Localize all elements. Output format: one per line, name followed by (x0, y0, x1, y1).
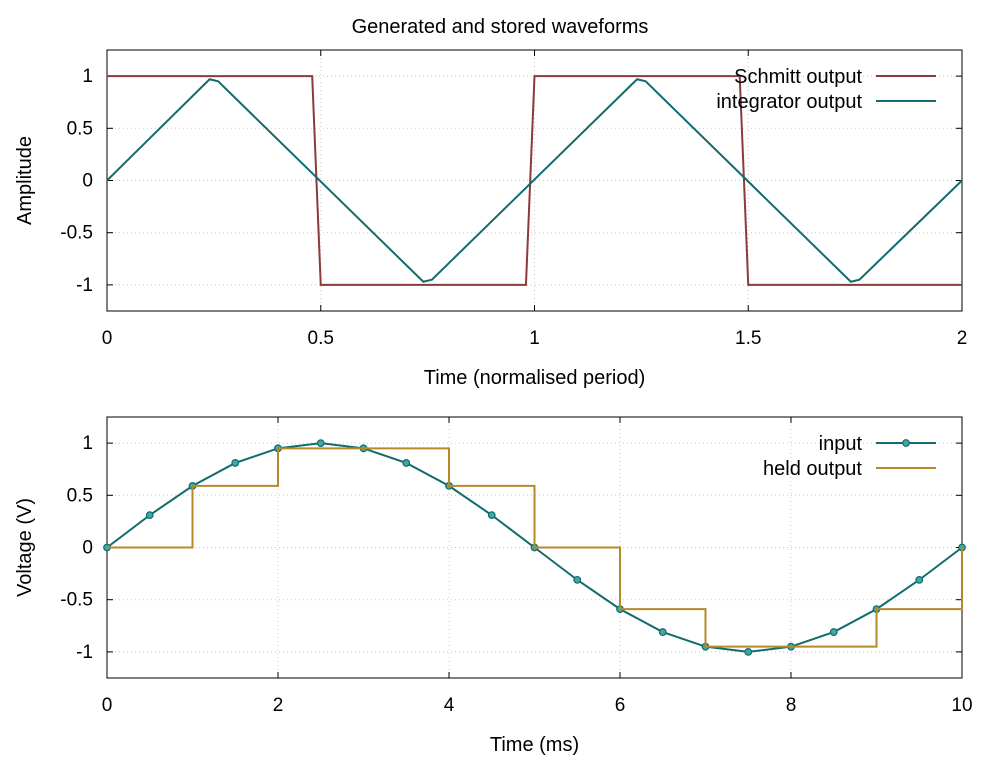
y-tick-label: 0 (82, 171, 93, 192)
y-tick-label: 0 (82, 538, 93, 559)
y-axis-label: Voltage (V) (14, 498, 36, 597)
series-line-1 (106, 78, 963, 283)
y-tick-label: -1 (76, 275, 93, 296)
panel-sample-hold: 0 2 4 6 8 10 -1 -0.5 0 0.5 1 Time (ms) Voltage (V) in… (14, 416, 973, 756)
x-tick-label: 6 (615, 695, 626, 716)
x-tick-label: 0 (102, 695, 113, 716)
x-axis-label: Time (ms) (490, 734, 579, 756)
legend-label: Schmitt output (734, 66, 862, 88)
data-point (487, 511, 496, 520)
data-point (915, 575, 924, 584)
x-tick-label: 1.5 (735, 328, 761, 349)
x-tick-label: 8 (786, 695, 797, 716)
data-point (402, 459, 411, 467)
y-tick-label: 0.5 (67, 118, 93, 139)
data-point (145, 511, 154, 520)
data-point (316, 439, 325, 448)
legend-label: input (819, 433, 863, 455)
panel-waveforms: 0 0.5 1 1.5 2 -1 -0.5 0 0.5 1 Time (normalised per… (14, 49, 968, 389)
x-tick-label: 4 (444, 695, 455, 716)
y-tick-label: -0.5 (60, 223, 93, 244)
y-tick-label: 1 (82, 66, 93, 87)
x-tick-label: 2 (273, 695, 284, 716)
y-tick-label: 1 (82, 433, 93, 454)
y-tick-label: 0.5 (67, 485, 93, 506)
data-point (573, 575, 582, 584)
figure-title: Generated and stored waveforms (352, 16, 649, 38)
y-tick-label: -1 (76, 642, 93, 663)
series-line-0 (107, 75, 962, 286)
x-tick-label: 2 (957, 328, 968, 349)
legend-label: integrator output (716, 91, 862, 113)
series-line-1 (107, 447, 963, 648)
data-point (744, 648, 753, 656)
data-point (658, 628, 667, 636)
x-tick-label: 0 (102, 328, 113, 349)
data-point (231, 459, 240, 467)
y-tick-label: -0.5 (60, 590, 93, 611)
x-tick-label: 1 (529, 328, 540, 349)
x-tick-label: 10 (951, 695, 972, 716)
data-point (829, 628, 838, 636)
x-tick-label: 0.5 (308, 328, 334, 349)
legend-label: held output (763, 458, 862, 480)
legend-marker (902, 439, 910, 447)
y-axis-label: Amplitude (14, 136, 36, 225)
x-axis-label: Time (normalised period) (424, 367, 646, 389)
